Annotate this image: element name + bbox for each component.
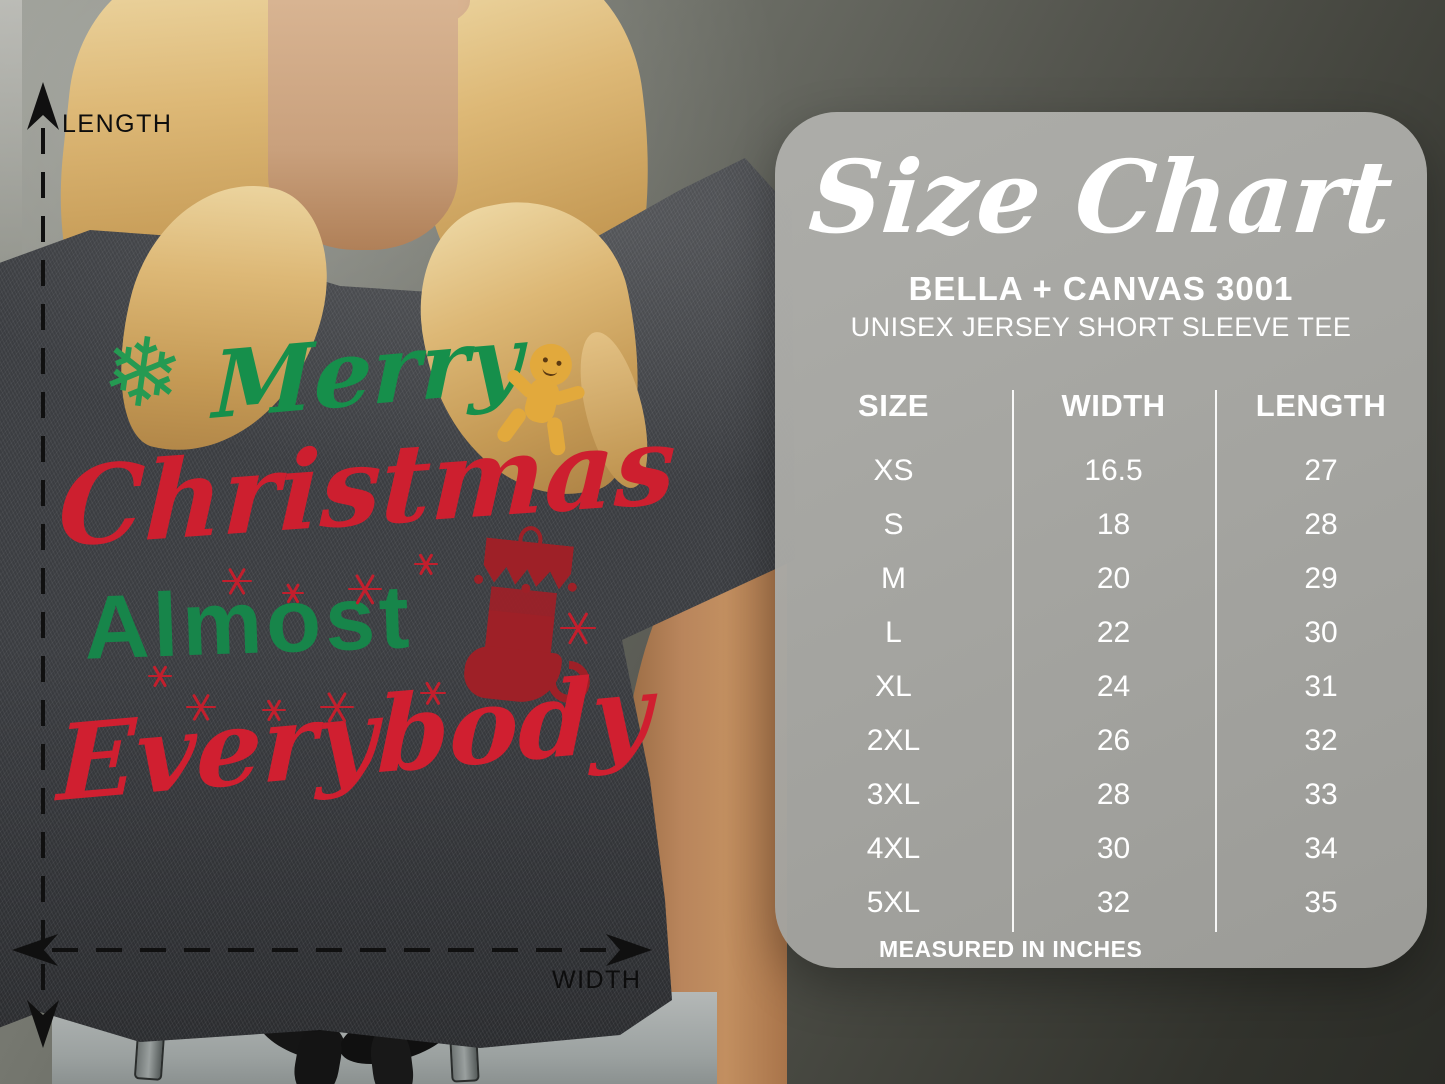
sparkle-icon (222, 566, 252, 596)
product-line: UNISEX JERSEY SHORT SLEEVE TEE (850, 312, 1352, 342)
snowflake-icon: ❄ (95, 314, 190, 433)
wall-highlight (0, 0, 22, 300)
table-row: XL 24 31 (775, 660, 1427, 714)
sparkle-icon (282, 582, 304, 604)
brand-line: BELLA + CANVAS 3001 (908, 270, 1294, 307)
cell-size: M (881, 562, 906, 595)
table-row: S 18 28 (775, 498, 1427, 552)
width-label: WIDTH (552, 966, 642, 994)
table-row: L 22 30 (775, 606, 1427, 660)
sparkle-icon (320, 690, 354, 724)
sparkle-icon (148, 664, 172, 688)
table-row: 3XL 28 33 (775, 768, 1427, 822)
cell-length: 27 (1304, 454, 1338, 487)
sparkle-icon (348, 572, 382, 606)
cell-width: 32 (1096, 886, 1131, 919)
cell-size: S (883, 508, 904, 541)
table-row: 5XL 32 35 (775, 876, 1427, 930)
table-row: 4XL 30 34 (775, 822, 1427, 876)
sparkle-icon (560, 610, 596, 646)
sparkle-icon (186, 692, 216, 722)
cell-width: 22 (1096, 616, 1131, 649)
cell-length: 34 (1304, 832, 1338, 865)
cell-width: 20 (1096, 562, 1131, 595)
cell-size: 5XL (866, 886, 921, 919)
column-divider (1215, 390, 1217, 932)
column-divider (1012, 390, 1014, 932)
cell-width: 18 (1096, 508, 1131, 541)
measured-in-inches-note: MEASURED IN INCHES (879, 936, 1143, 962)
col-header-size: SIZE (858, 388, 929, 423)
col-header-width: WIDTH (1061, 388, 1166, 423)
sparkle-icon (420, 680, 446, 706)
cell-width: 26 (1096, 724, 1131, 757)
cell-size: L (885, 616, 902, 649)
cell-size: 3XL (866, 778, 921, 811)
cell-length: 29 (1304, 562, 1338, 595)
sparkle-icon (414, 552, 438, 576)
cell-length: 35 (1304, 886, 1338, 919)
table-row: M 20 29 (775, 552, 1427, 606)
panel-title: Size Chart (805, 138, 1397, 256)
cell-length: 33 (1304, 778, 1338, 811)
cell-length: 31 (1304, 670, 1338, 703)
cell-size: XS (873, 454, 914, 487)
table-row: XS 16.5 27 (775, 444, 1427, 498)
cell-size: 2XL (866, 724, 921, 757)
col-header-length: LENGTH (1255, 388, 1387, 423)
table-row: 2XL 26 32 (775, 714, 1427, 768)
cell-length: 32 (1304, 724, 1338, 757)
cell-width: 16.5 (1084, 454, 1143, 487)
cell-length: 28 (1304, 508, 1338, 541)
cell-width: 24 (1096, 670, 1131, 703)
cell-size: 4XL (866, 832, 921, 865)
table-header-row: SIZE WIDTH LENGTH (775, 388, 1427, 424)
length-label: LENGTH (62, 110, 173, 138)
cell-width: 30 (1096, 832, 1131, 865)
cell-size: XL (875, 670, 912, 703)
size-chart-panel: Size Chart BELLA + CANVAS 3001 UNISEX JE… (775, 112, 1427, 968)
sparkle-icon (262, 698, 286, 722)
size-table: XS 16.5 27 S 18 28 M 20 29 L 22 30 XL 24 (775, 444, 1427, 930)
cell-length: 30 (1304, 616, 1338, 649)
cell-width: 28 (1096, 778, 1131, 811)
